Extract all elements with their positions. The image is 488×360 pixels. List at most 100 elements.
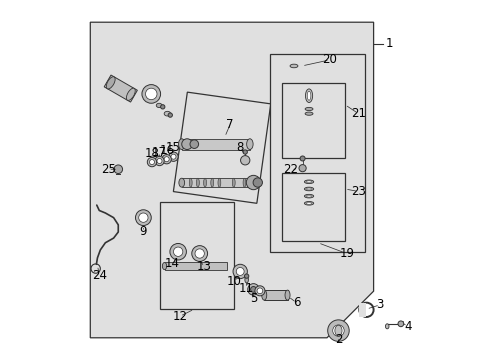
Ellipse shape (164, 111, 170, 116)
Circle shape (160, 105, 164, 109)
Circle shape (236, 267, 244, 275)
Ellipse shape (306, 181, 311, 183)
Text: 8: 8 (236, 141, 243, 154)
Bar (269, 54, 364, 252)
Text: 18: 18 (144, 147, 159, 159)
Circle shape (257, 288, 262, 294)
Circle shape (139, 213, 148, 222)
Bar (160, 202, 233, 309)
Circle shape (332, 325, 344, 336)
Ellipse shape (246, 139, 253, 149)
Ellipse shape (243, 178, 245, 187)
Circle shape (327, 320, 348, 341)
Circle shape (155, 156, 164, 166)
Circle shape (243, 150, 247, 154)
Ellipse shape (179, 178, 184, 187)
Ellipse shape (162, 262, 166, 270)
Ellipse shape (178, 139, 184, 149)
Ellipse shape (306, 91, 310, 100)
Text: 1: 1 (386, 37, 393, 50)
Text: 9: 9 (140, 225, 147, 238)
Text: 5: 5 (249, 292, 257, 305)
Circle shape (162, 154, 171, 164)
Circle shape (195, 249, 204, 258)
Text: 6: 6 (292, 296, 300, 309)
Circle shape (142, 85, 160, 103)
Ellipse shape (306, 202, 311, 204)
Ellipse shape (306, 188, 311, 190)
Bar (104, 75, 137, 102)
Ellipse shape (126, 88, 135, 100)
Text: 2: 2 (334, 333, 342, 346)
Ellipse shape (156, 103, 162, 108)
Circle shape (114, 165, 122, 174)
Circle shape (190, 140, 198, 148)
Text: 12: 12 (172, 310, 187, 323)
Text: 20: 20 (322, 53, 337, 66)
Ellipse shape (203, 178, 206, 187)
Text: 15: 15 (166, 140, 181, 153)
Ellipse shape (244, 276, 248, 283)
Circle shape (254, 286, 264, 296)
Ellipse shape (106, 77, 115, 89)
Circle shape (397, 321, 403, 327)
Bar (359, 303, 366, 317)
Circle shape (182, 139, 192, 149)
Text: 17: 17 (152, 145, 167, 158)
Text: 13: 13 (197, 260, 211, 273)
Text: 23: 23 (350, 185, 365, 198)
Circle shape (135, 210, 151, 226)
Circle shape (157, 158, 162, 163)
Ellipse shape (306, 195, 311, 197)
Ellipse shape (385, 324, 388, 329)
Ellipse shape (304, 187, 313, 191)
Ellipse shape (304, 180, 313, 184)
Circle shape (168, 152, 178, 161)
Ellipse shape (210, 178, 213, 187)
Text: 22: 22 (283, 163, 298, 176)
Circle shape (145, 88, 157, 100)
Ellipse shape (218, 178, 221, 187)
Circle shape (164, 157, 169, 162)
Text: 4: 4 (403, 320, 410, 333)
Text: 16: 16 (159, 144, 174, 157)
Circle shape (300, 156, 305, 161)
Bar (264, 290, 287, 300)
Ellipse shape (289, 64, 297, 68)
Polygon shape (90, 22, 373, 338)
Ellipse shape (334, 325, 341, 336)
Text: 3: 3 (376, 298, 383, 311)
Bar (182, 139, 249, 149)
Circle shape (250, 287, 256, 292)
Circle shape (191, 246, 207, 261)
Text: 21: 21 (350, 107, 366, 120)
Ellipse shape (232, 178, 235, 187)
Ellipse shape (304, 194, 313, 198)
Text: 24: 24 (92, 269, 106, 282)
Ellipse shape (285, 290, 289, 300)
Ellipse shape (196, 178, 199, 187)
Text: 14: 14 (164, 257, 179, 270)
Circle shape (244, 274, 248, 278)
Ellipse shape (305, 89, 312, 103)
Ellipse shape (246, 178, 252, 187)
Circle shape (171, 154, 176, 159)
Bar (182, 178, 249, 187)
Circle shape (253, 178, 262, 187)
Circle shape (298, 165, 305, 172)
Bar (173, 92, 270, 203)
Circle shape (149, 159, 154, 165)
Circle shape (246, 175, 260, 190)
Text: 19: 19 (339, 247, 353, 260)
Bar (164, 262, 227, 270)
Ellipse shape (261, 290, 266, 300)
Bar (282, 173, 344, 241)
Text: 11: 11 (239, 282, 254, 295)
Ellipse shape (305, 107, 312, 111)
Text: 10: 10 (226, 275, 241, 288)
Circle shape (247, 284, 259, 295)
Circle shape (173, 247, 183, 256)
Circle shape (168, 113, 172, 117)
Text: 7: 7 (226, 118, 233, 131)
Ellipse shape (305, 112, 312, 115)
